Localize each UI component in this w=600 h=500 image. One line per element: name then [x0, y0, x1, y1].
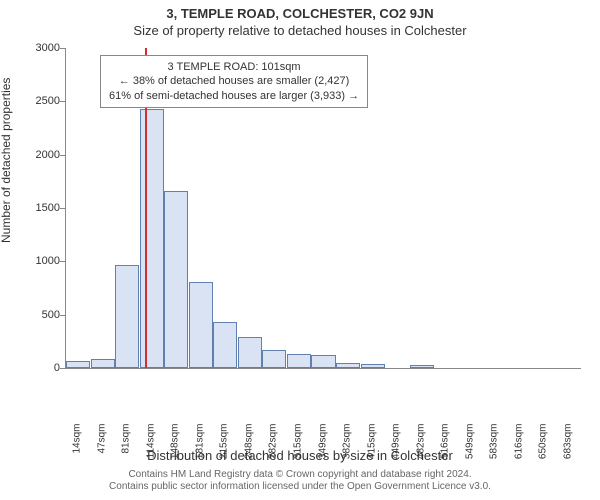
x-tick-label: 650sqm — [538, 424, 549, 460]
page-subtitle: Size of property relative to detached ho… — [0, 23, 600, 38]
x-tick-label: 148sqm — [170, 424, 181, 460]
y-tick-mark — [60, 101, 65, 102]
x-tick-label: 248sqm — [243, 424, 254, 460]
y-tick-mark — [60, 48, 65, 49]
x-tick-label: 549sqm — [464, 424, 475, 460]
y-tick-mark — [60, 261, 65, 262]
y-tick-label: 3000 — [36, 42, 60, 54]
x-tick-label: 114sqm — [145, 424, 156, 459]
histogram-bar — [189, 282, 213, 368]
y-tick-label: 1500 — [36, 202, 60, 214]
y-tick-label: 1000 — [36, 255, 60, 267]
y-tick-mark — [60, 315, 65, 316]
info-box: 3 TEMPLE ROAD: 101sqm ← 38% of detached … — [100, 55, 368, 108]
x-tick-label: 181sqm — [194, 424, 205, 460]
x-tick-label: 14sqm — [72, 424, 83, 454]
y-axis-label: Number of detached properties — [0, 78, 13, 243]
y-tick-mark — [60, 208, 65, 209]
y-tick-label: 500 — [42, 309, 60, 321]
histogram-bar — [91, 359, 115, 368]
x-tick-label: 315sqm — [292, 424, 303, 460]
x-tick-label: 449sqm — [391, 424, 402, 460]
x-tick-label: 516sqm — [440, 424, 451, 460]
x-tick-label: 47sqm — [96, 424, 107, 454]
histogram-bar — [140, 109, 164, 368]
x-tick-label: 583sqm — [489, 424, 500, 460]
chart-container: Number of detached properties 0500100015… — [0, 38, 600, 448]
histogram-bar — [115, 265, 139, 368]
histogram-bar — [213, 322, 237, 368]
y-tick-mark — [60, 368, 65, 369]
histogram-bar — [66, 361, 90, 368]
histogram-bar — [311, 355, 335, 368]
x-tick-label: 81sqm — [121, 424, 132, 454]
info-line-3: 61% of semi-detached houses are larger (… — [109, 89, 359, 103]
x-tick-label: 616sqm — [513, 424, 524, 460]
histogram-bar — [361, 364, 385, 368]
x-tick-label: 215sqm — [219, 424, 230, 460]
info-line-2: ← 38% of detached houses are smaller (2,… — [109, 74, 359, 88]
page-title-address: 3, TEMPLE ROAD, COLCHESTER, CO2 9JN — [0, 6, 600, 21]
histogram-bar — [410, 365, 434, 368]
info-line-1: 3 TEMPLE ROAD: 101sqm — [109, 60, 359, 74]
histogram-bar — [336, 363, 360, 368]
x-tick-label: 382sqm — [342, 424, 353, 460]
x-tick-label: 482sqm — [415, 424, 426, 460]
x-tick-label: 282sqm — [268, 424, 279, 460]
histogram-bar — [262, 350, 286, 368]
histogram-bar — [164, 191, 188, 368]
footnote-line-2: Contains public sector information licen… — [0, 481, 600, 493]
x-tick-label: 415sqm — [366, 424, 377, 460]
x-tick-label: 349sqm — [317, 424, 328, 460]
histogram-bar — [287, 354, 311, 368]
histogram-bar — [238, 337, 262, 368]
x-tick-label: 683sqm — [562, 424, 573, 460]
y-tick-label: 2500 — [36, 95, 60, 107]
footnote: Contains HM Land Registry data © Crown c… — [0, 469, 600, 493]
y-tick-mark — [60, 155, 65, 156]
y-tick-label: 2000 — [36, 149, 60, 161]
footnote-line-1: Contains HM Land Registry data © Crown c… — [0, 469, 600, 481]
